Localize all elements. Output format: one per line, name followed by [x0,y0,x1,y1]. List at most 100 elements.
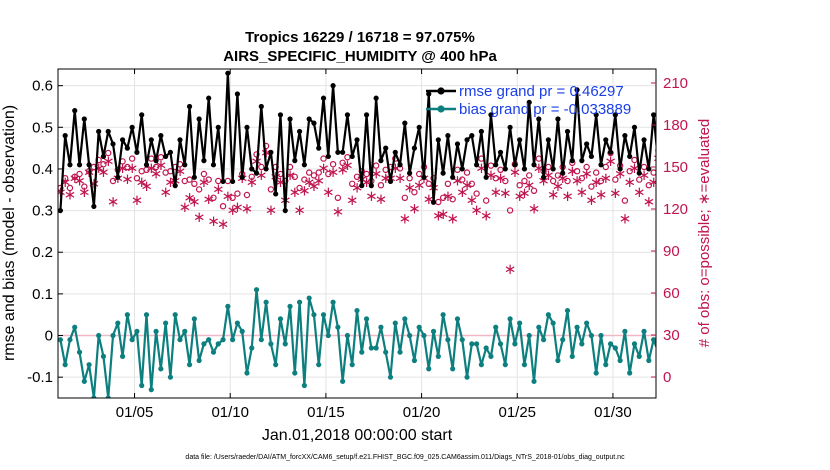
obs-evaluated-point: ∗ [432,207,445,225]
obs-evaluated-point: ∗ [552,177,565,195]
obs-possible-point [334,194,342,201]
obs-evaluated-point: ∗ [609,184,622,202]
rmse-point [201,158,207,164]
bias-point [464,374,470,380]
obs-evaluated-point: ∗ [456,183,469,201]
bias-point [349,362,355,368]
obs-possible-point [578,174,586,182]
obs-possible-point [473,190,480,197]
y-tick-label: 0.4 [32,161,53,178]
rmse-point [383,145,389,151]
obs-evaluated-point: ∗ [188,193,201,211]
rmse-point [143,162,150,168]
rmse-point [220,178,226,185]
rmse-point [579,158,585,164]
bias-point [158,366,164,372]
obs-possible-point [492,174,499,182]
y-tick-label: 0.1 [32,286,53,303]
obs-possible-point [105,149,112,157]
obs-possible-point [588,183,595,190]
obs-evaluated-point: ∗ [150,165,163,183]
bias-point [311,312,317,318]
bias-point [182,328,188,334]
rmse-point [239,174,245,180]
obs-possible-point [210,194,217,201]
obs-evaluated-point: ∗ [623,173,636,191]
bias-point [134,328,140,334]
bias-point [177,337,183,343]
bias-point [277,316,284,322]
obs-evaluated-point: ∗ [489,183,502,201]
obs-possible-point [573,167,581,175]
obs-evaluated-point: ∗ [303,173,316,191]
y-tick-label: 0.3 [32,203,53,220]
rmse-point [258,103,264,110]
obs-evaluated-point: ∗ [633,183,646,201]
rmse-point [62,133,68,139]
bias-point [81,378,87,384]
bias-point [316,362,322,368]
obs-evaluated-point: ∗ [595,186,608,204]
bias-point [607,341,614,347]
rmse-point [416,124,422,130]
obs-possible-point [439,194,447,201]
bias-point [282,341,288,347]
bias-point [359,349,365,355]
bias-point [67,337,73,343]
rmse-point [464,137,470,143]
rmse-point [588,153,595,160]
obs-possible-point [195,186,203,193]
obs-possible-point [564,177,571,185]
obs-evaluated-point: ∗ [461,176,474,194]
rmse-point [263,166,269,172]
obs-evaluated-point: ∗ [590,173,603,191]
y-axis-left: -0.1 0 0.1 0.2 0.3 0.4 0.5 0.6 [27,78,63,386]
bias-point [488,353,494,359]
bias-point [167,374,174,380]
obs-possible-point [415,170,423,178]
obs-evaluated-point: ∗ [547,186,560,204]
obs-evaluated-point: ∗ [73,172,86,190]
bias-point [584,320,590,326]
obs-evaluated-point: ∗ [322,183,335,201]
obs-possible-point [205,176,212,183]
rmse-point [550,166,556,172]
bias-point [402,316,408,322]
rmse-point [148,137,154,143]
obs-possible-point [526,172,533,179]
bias-point [593,370,599,376]
obs-evaluated-point: ∗ [365,187,378,205]
obs-evaluated-point: ∗ [346,191,359,209]
bias-point [555,357,561,364]
rmse-point [584,141,590,147]
obs-evaluated-point: ∗ [126,159,139,177]
bias-point [545,312,551,318]
rmse-point [521,166,528,172]
obs-evaluated-point: ∗ [494,169,507,187]
bias-point [292,370,298,376]
rmse-point [277,112,284,118]
bias-point [354,307,360,314]
y-tick-label: -0.1 [27,369,53,386]
bias-point [426,366,432,372]
obs-possible-point [329,160,337,168]
y2-tick-label: 60 [663,285,680,302]
obs-evaluated-point: ∗ [561,187,574,205]
rmse-point [574,87,580,93]
rmse-point [478,128,484,135]
legend-rmse-label: rmse grand pr = 0.46297 [459,83,624,100]
y2-tick-label: 210 [663,75,688,92]
bias-point [373,345,379,351]
rmse-point [330,83,336,89]
obs-evaluated-point: ∗ [518,184,531,202]
obs-possible-point [645,181,653,189]
bias-point [603,362,609,368]
obs-evaluated-point: ∗ [289,183,302,201]
obs-evaluated-point: ∗ [293,201,306,219]
x-tick-label: 01/05 [116,404,154,421]
rmse-point [273,191,279,197]
bias-point [58,337,63,343]
y2-tick-label: 0 [663,369,671,386]
obs-possible-point [363,170,370,178]
